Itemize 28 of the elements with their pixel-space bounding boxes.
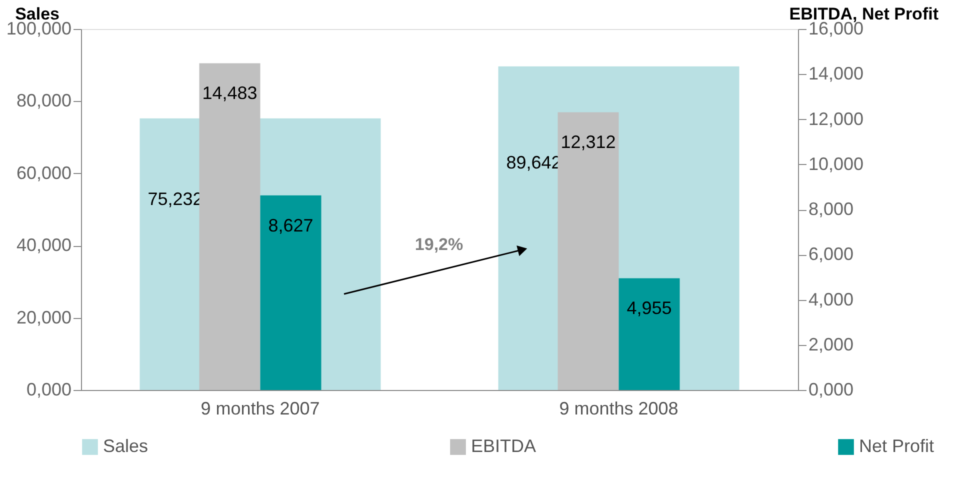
y2-tick-label: 6,000 — [808, 244, 854, 264]
legend-label: Net Profit — [859, 436, 934, 456]
legend-label: EBITDA — [471, 436, 536, 456]
y2-tick-label: 14,000 — [808, 64, 864, 84]
y2-axis-title: EBITDA, Net Profit — [789, 4, 939, 24]
bar — [260, 195, 322, 390]
annotation: 19,2% — [414, 235, 464, 254]
bar — [618, 278, 680, 390]
legend-label: Sales — [103, 436, 148, 456]
data-label: 12,312 — [560, 132, 616, 152]
x-tick-label: 9 months 2007 — [200, 398, 320, 418]
y2-tick-label: 12,000 — [808, 108, 864, 129]
bar — [558, 112, 619, 390]
bar — [199, 63, 260, 390]
data-label: 4,955 — [626, 298, 672, 318]
y-tick-label: 60,000 — [16, 162, 72, 183]
y2-tick-label: 2,000 — [808, 334, 854, 354]
y2-tick-label: 10,000 — [808, 154, 864, 174]
y-tick-label: 0,000 — [26, 380, 72, 400]
y-tick-label: 20,000 — [16, 307, 72, 328]
x-tick-label: 9 months 2008 — [559, 398, 678, 418]
data-label: 14,483 — [202, 83, 258, 104]
y2-tick-label: 4,000 — [808, 289, 854, 310]
y-tick-label: 80,000 — [16, 90, 72, 111]
y2-tick-label: 8,000 — [808, 199, 854, 219]
y2-tick-label: 0,000 — [808, 380, 854, 400]
y-tick-label: 40,000 — [16, 235, 72, 256]
data-label: 8,627 — [268, 215, 314, 236]
